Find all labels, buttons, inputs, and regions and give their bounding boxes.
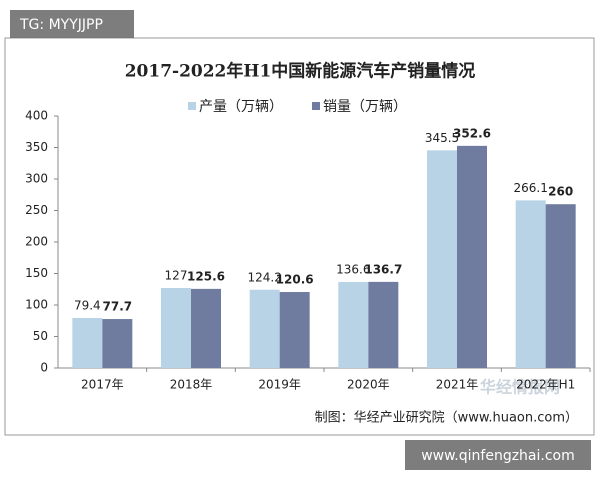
y-tick-label: 400 [25,109,48,123]
value-label: 77.7 [103,300,133,314]
value-label: 125.6 [187,269,225,283]
bar [102,319,133,368]
value-label: 345.5 [425,131,459,145]
bar [338,281,369,368]
bar [191,288,221,368]
x-tick-label: 2022年H1 [516,378,575,392]
legend-swatch [188,102,196,110]
bar [368,281,399,368]
bar [279,292,310,368]
value-label: 127 [165,268,188,282]
y-tick-label: 50 [33,329,48,343]
y-tick-label: 200 [25,235,48,249]
bar [457,145,487,368]
bar [545,204,576,368]
x-tick-label: 2017年 [81,378,124,392]
watermark-text: www.qinfengzhai.com [421,448,575,464]
y-tick-label: 350 [25,140,48,154]
value-label: 266.1 [513,181,547,195]
watermark-box [405,440,591,470]
chart-frame [4,37,595,436]
watermark-box [10,10,134,38]
legend-label: 销量（万辆） [323,99,407,115]
bar [161,287,191,368]
y-tick-label: 100 [25,298,48,312]
y-tick-label: 150 [25,266,48,280]
watermark-text: TG: MYYJJPP [19,17,103,33]
value-label: 79.4 [74,298,101,312]
x-tick-label: 2019年 [258,378,301,392]
bar [249,289,280,368]
y-tick-label: 300 [25,172,48,186]
y-tick-label: 250 [25,203,48,217]
y-tick-label: 0 [40,361,48,375]
chart-title: 2017-2022年H1中国新能源汽车产销量情况 [125,61,476,82]
value-label: 124.2 [247,270,281,284]
x-tick-label: 2021年 [436,378,479,392]
legend-label: 产量（万辆） [199,99,283,115]
x-tick-label: 2020年 [347,378,390,392]
bar [515,200,546,368]
source-note: 制图：华经产业研究院（www.huaon.com） [315,411,578,426]
value-label: 136.7 [364,262,402,276]
watermark-logo: 华经情报网 [480,378,560,397]
value-label: 352.6 [453,126,491,140]
value-label: 120.6 [276,273,314,287]
value-label: 260 [548,185,573,199]
x-tick-label: 2018年 [170,378,213,392]
legend-swatch [312,102,320,110]
bar [72,317,103,368]
bar [427,150,457,368]
value-label: 136.6 [336,262,370,276]
